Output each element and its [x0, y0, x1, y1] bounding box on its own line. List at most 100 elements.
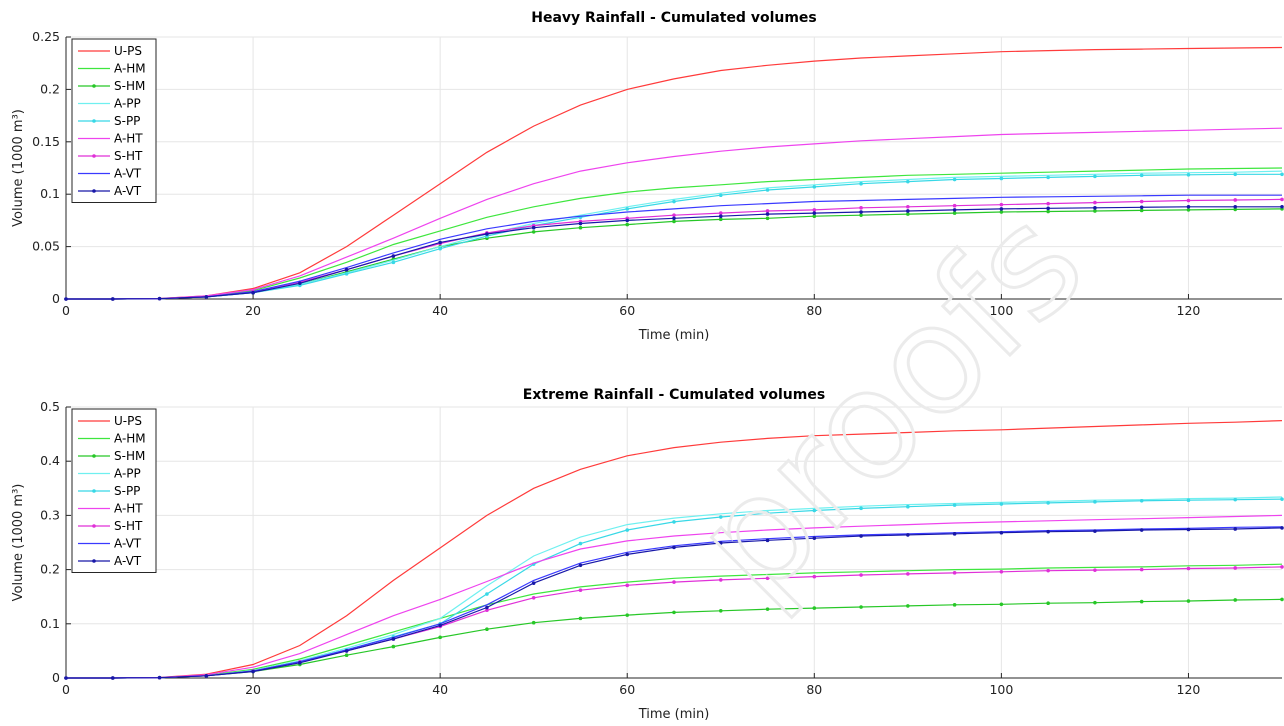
- series-point: [251, 669, 255, 674]
- chart-1: 0 20 40 60 80 100 120 0 0.05 0.1 0.15 0.2 0.25 Heavy …: [11, 10, 1284, 343]
- series-line-2: [66, 167, 1283, 300]
- legend-label: A-HT: [114, 502, 143, 516]
- x-tick-label: 60: [619, 682, 635, 697]
- legend-label: A-HM: [114, 432, 146, 446]
- series-point: [718, 541, 723, 545]
- series-point: [64, 676, 68, 680]
- y-tick-label: 0: [52, 291, 60, 306]
- series-point: [531, 230, 536, 234]
- x-tick-label: 20: [245, 682, 261, 697]
- legend-marker: [92, 119, 96, 123]
- series-point: [1233, 204, 1238, 209]
- series-point: [1233, 207, 1238, 212]
- legend-label: A-VT: [114, 554, 142, 568]
- x-tick-label: 60: [619, 303, 635, 318]
- series-point: [298, 661, 302, 665]
- series-point: [859, 213, 863, 217]
- x-axis-label: Time (min): [638, 707, 710, 722]
- series-point: [531, 581, 536, 585]
- legend-label: S-HM: [114, 79, 145, 93]
- series-point: [1280, 197, 1284, 202]
- legend-label: A-PP: [114, 467, 141, 481]
- x-tick-label: 40: [432, 682, 448, 697]
- series-point: [812, 208, 817, 212]
- y-tick-label: 0.4: [40, 453, 60, 468]
- series-point: [672, 610, 676, 615]
- legend-marker: [92, 559, 96, 563]
- series-point: [672, 520, 676, 524]
- charts-layer: 0 20 40 60 80 100 120 0 0.05 0.1 0.15 0.2 0.25 Heavy …: [11, 10, 1284, 722]
- series-point: [812, 211, 817, 215]
- x-tick-label: 20: [245, 303, 261, 318]
- chart-title: Extreme Rainfall - Cumulated volumes: [523, 387, 825, 403]
- legend: U-PS A-HM S-HM A-PP S-PP A-HT S-HT A-VT A-VT: [71, 38, 157, 203]
- series-point: [859, 206, 863, 210]
- y-tick-label: 0.5: [40, 399, 60, 414]
- series-point: [952, 603, 957, 607]
- series-point: [999, 207, 1004, 211]
- series-line-6: [66, 127, 1283, 300]
- series-point: [578, 616, 583, 621]
- legend-label: A-HT: [114, 132, 143, 146]
- series-point: [1233, 172, 1238, 177]
- series-point: [859, 534, 863, 538]
- series-point: [952, 203, 957, 208]
- series-point: [859, 605, 863, 609]
- series-point: [765, 511, 770, 516]
- series-point: [1186, 204, 1191, 209]
- series-point: [625, 552, 630, 557]
- series-point: [391, 637, 396, 641]
- series-group: [64, 420, 1284, 680]
- series-point: [157, 675, 162, 680]
- series-point: [110, 676, 115, 680]
- series-point: [1280, 597, 1284, 602]
- series-point: [531, 620, 536, 625]
- legend: U-PS A-HM S-HM A-PP S-PP A-HT S-HT A-VT A-VT: [71, 408, 157, 573]
- legend-label: S-HM: [114, 449, 145, 463]
- series-point: [1046, 601, 1050, 606]
- series-point: [1186, 173, 1191, 177]
- series-point: [1046, 201, 1050, 206]
- series-point: [672, 545, 676, 550]
- series-point: [1093, 200, 1097, 205]
- grid: [65, 36, 1282, 300]
- series-point: [298, 281, 302, 286]
- series-point: [952, 571, 957, 575]
- series-point: [859, 210, 863, 214]
- series-point: [578, 588, 583, 592]
- series-point: [485, 232, 489, 236]
- series-point: [1233, 598, 1238, 602]
- series-point: [812, 214, 817, 219]
- legend-label: A-HM: [114, 62, 146, 76]
- series-point: [1280, 204, 1284, 209]
- series-point: [64, 297, 68, 301]
- series-line-8: [66, 194, 1282, 300]
- series-point: [1046, 529, 1050, 534]
- series-point: [672, 219, 676, 224]
- series-point: [625, 613, 630, 617]
- legend-label: A-VT: [114, 184, 142, 198]
- series-point: [1186, 599, 1191, 603]
- series-point: [906, 179, 910, 184]
- x-tick-label: 100: [989, 682, 1013, 697]
- series-point: [765, 212, 770, 216]
- series-point: [625, 528, 630, 532]
- y-tick-label: 0.25: [32, 29, 60, 44]
- series-point: [999, 210, 1004, 214]
- series-point: [1139, 208, 1144, 213]
- series-point: [625, 207, 630, 211]
- series-line-2: [66, 563, 1283, 679]
- series-point: [812, 536, 817, 540]
- series-point: [906, 572, 910, 576]
- series-point: [391, 260, 396, 265]
- series-point: [812, 574, 817, 579]
- series-point: [672, 216, 676, 221]
- series-point: [1139, 498, 1144, 503]
- series-point: [1280, 497, 1284, 501]
- legend-marker: [92, 454, 96, 458]
- legend-label: A-VT: [114, 537, 142, 551]
- series-line-1: [66, 46, 1283, 300]
- series-point: [438, 240, 442, 245]
- series-point: [344, 653, 349, 658]
